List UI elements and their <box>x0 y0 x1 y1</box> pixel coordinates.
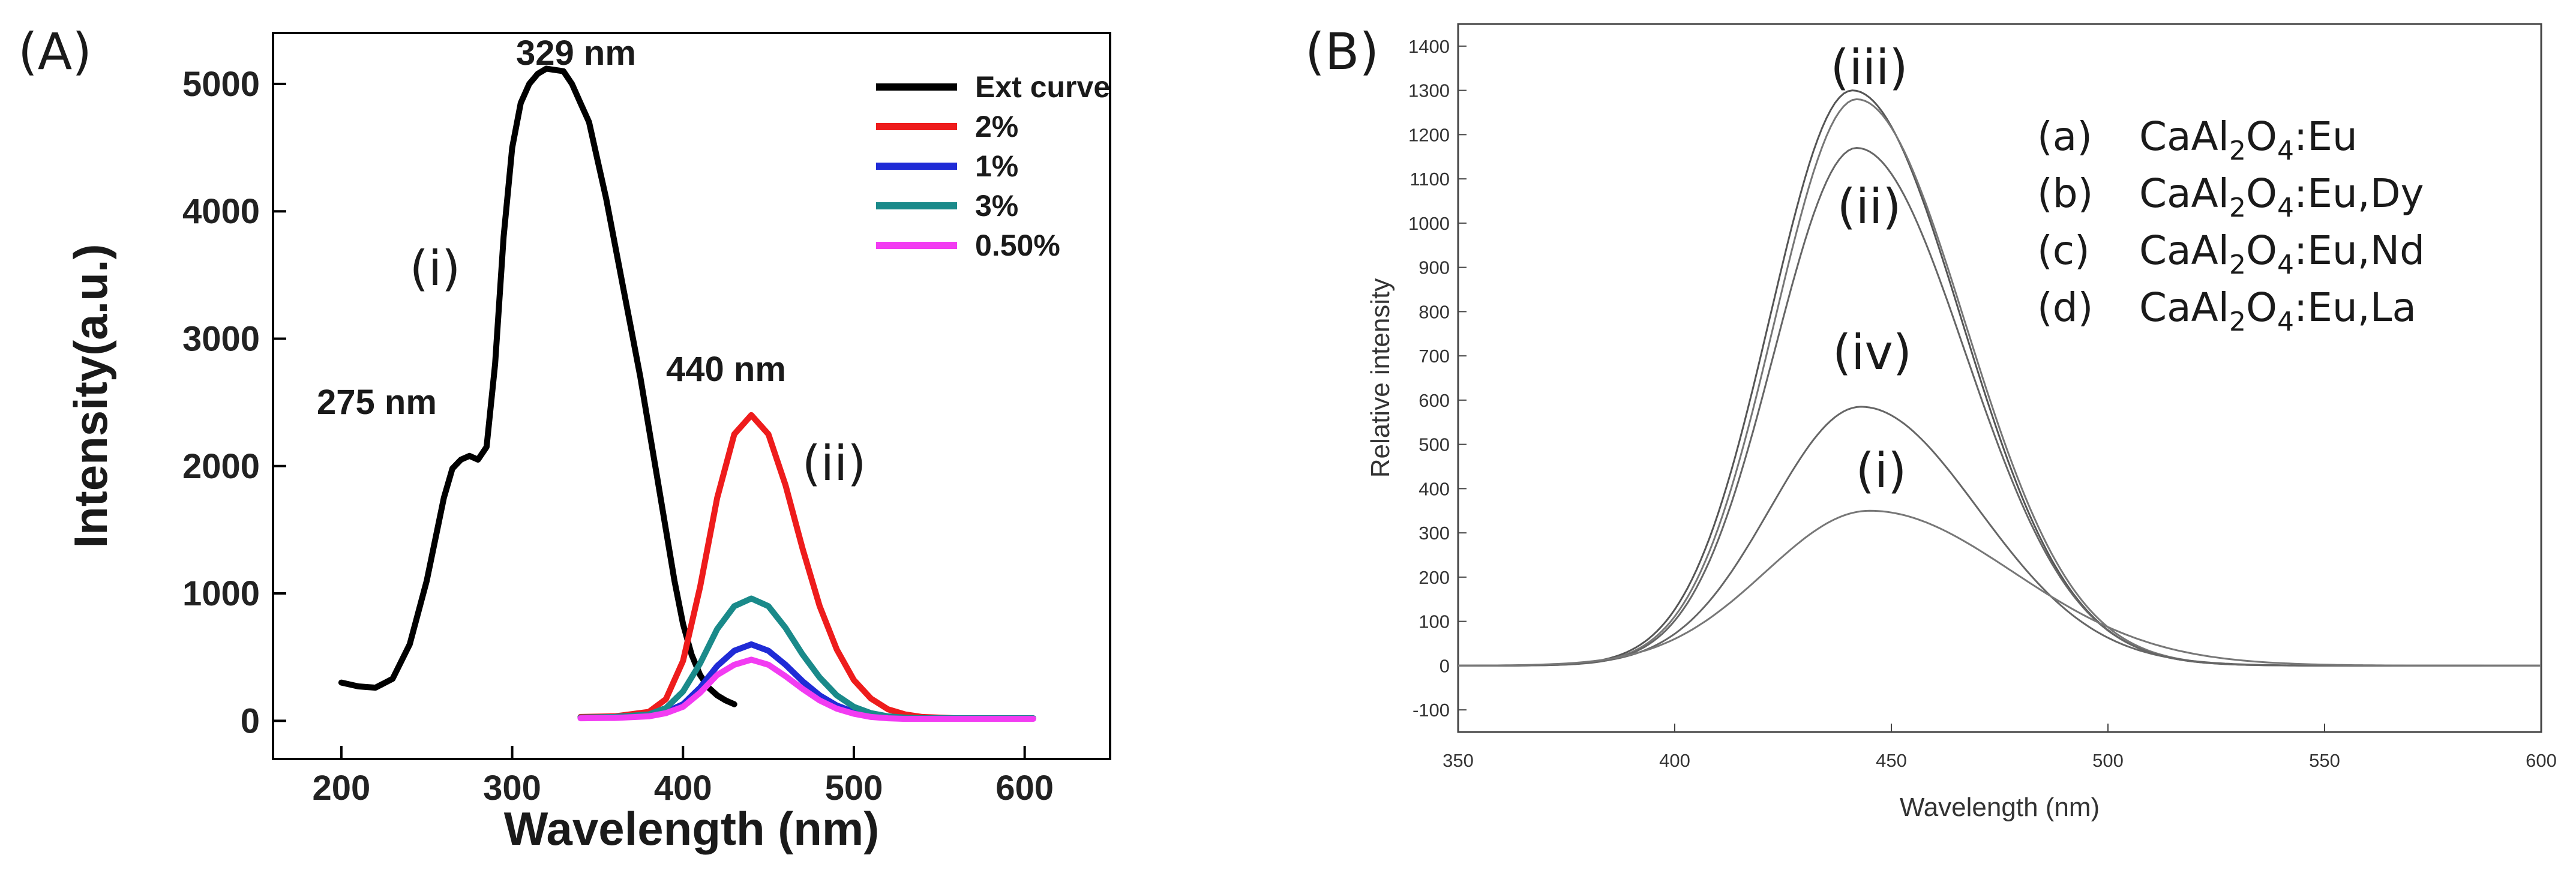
series-line <box>1458 146 2541 667</box>
y-tick-label: 1100 <box>1410 169 1450 190</box>
formula-text: CaAl <box>2139 227 2229 274</box>
annotation-ii: (ii) <box>802 436 866 491</box>
x-tick-label: 350 <box>1443 750 1474 771</box>
formula-subscript: 2 <box>2229 136 2246 166</box>
y-tick-label: 800 <box>1419 301 1450 322</box>
y-tick-label: 1300 <box>1408 80 1450 101</box>
y-tick-label: 1000 <box>1408 213 1450 234</box>
panel-a-chart: 200 300 400 500 600 0 1000 2000 3000 4000 5000 Wave… <box>64 34 1110 855</box>
y-tick-label: -100 <box>1413 700 1450 721</box>
y-tick-label: 600 <box>1419 390 1450 411</box>
legend-item-label: (d) <box>2037 284 2093 331</box>
legend-item-label: (b) <box>2037 170 2093 217</box>
y-tick-label: 1200 <box>1408 124 1450 145</box>
x-tick-label: 600 <box>2526 750 2557 771</box>
legend-label: 3% <box>975 189 1018 223</box>
x-tick-label: 300 <box>483 769 541 808</box>
x-axis-label: Wavelength (nm) <box>1900 793 2100 822</box>
formula-text: :Eu,Dy <box>2294 170 2424 217</box>
formula-text: O <box>2246 170 2277 217</box>
formula-text: O <box>2246 113 2277 160</box>
y-tick-label: 200 <box>1419 567 1450 588</box>
y-tick-label: 300 <box>1419 523 1450 544</box>
formula-text: :Eu,La <box>2294 284 2416 331</box>
y-tick-label: 900 <box>1419 257 1450 278</box>
legend-item-formula: CaAl2O4:Eu <box>2139 113 2358 166</box>
formula-text: CaAl <box>2139 113 2229 160</box>
x-tick-label: 400 <box>654 769 712 808</box>
y-tick-label: 700 <box>1419 346 1450 367</box>
x-axis-label: Wavelength (nm) <box>504 802 879 855</box>
y-tick-label: 1400 <box>1408 36 1450 57</box>
series-line <box>338 65 737 707</box>
x-tick-label: 600 <box>995 769 1054 808</box>
y-tick-label: 0 <box>1440 655 1450 676</box>
panel-a-frame <box>272 32 1111 760</box>
annotation-iv: (iv) <box>1833 325 1912 380</box>
legend-item-formula: CaAl2O4:Eu,La <box>2139 284 2416 337</box>
legend-item-label: (c) <box>2037 227 2090 274</box>
annotation-iii: (iii) <box>1830 40 1908 95</box>
y-tick-label: 500 <box>1419 434 1450 455</box>
formula-subscript: 2 <box>2229 250 2246 280</box>
legend-item-label: (a) <box>2037 113 2092 160</box>
legend-label: 2% <box>975 110 1018 143</box>
legend-label: Ext curve <box>975 70 1110 104</box>
formula-subscript: 2 <box>2229 193 2246 223</box>
y-tick-label: 400 <box>1419 478 1450 499</box>
formula-text: :Eu,Nd <box>2294 227 2425 274</box>
y-tick-label: 0 <box>241 701 260 740</box>
y-axis-label: Intensity(a.u.) <box>64 244 117 548</box>
x-tick-label: 500 <box>825 769 883 808</box>
formula-subscript: 4 <box>2277 136 2294 166</box>
annotation-peak-440: 440 nm <box>666 350 786 389</box>
panel-b-frame <box>1457 23 2542 733</box>
formula-subscript: 2 <box>2229 307 2246 337</box>
legend-label: 1% <box>975 149 1018 183</box>
formula-text: :Eu <box>2294 113 2358 160</box>
formula-text: O <box>2246 284 2277 331</box>
y-tick-label: 4000 <box>182 192 260 231</box>
series-line <box>577 656 1036 722</box>
y-tick-label: 1000 <box>182 574 260 613</box>
series-line <box>1458 406 2541 667</box>
panel-a-label: (A) <box>18 22 92 81</box>
y-tick-label: 5000 <box>182 65 260 104</box>
formula-text: CaAl <box>2139 170 2229 217</box>
formula-text: O <box>2246 227 2277 274</box>
annotation-i: (i) <box>1856 443 1907 499</box>
annotation-peak-329: 329 nm <box>516 34 636 73</box>
x-tick-label: 500 <box>2092 750 2124 771</box>
annotation-peak-275: 275 nm <box>317 383 437 422</box>
y-tick-label: 2000 <box>182 447 260 486</box>
panel-b-label: (B) <box>1305 22 1379 81</box>
legend-item-formula: CaAl2O4:Eu,Dy <box>2139 170 2424 223</box>
series-line <box>1458 509 2541 667</box>
y-tick-label: 100 <box>1419 611 1450 632</box>
formula-subscript: 4 <box>2277 307 2294 337</box>
legend-label: 0.50% <box>975 229 1060 262</box>
y-axis-label: Relative intensity <box>1366 278 1395 478</box>
x-tick-label: 450 <box>1876 750 1907 771</box>
y-tick-label: 3000 <box>182 319 260 358</box>
series-line <box>577 595 1036 722</box>
x-tick-label: 550 <box>2309 750 2340 771</box>
x-tick-label: 400 <box>1659 750 1690 771</box>
annotation-ii: (ii) <box>1837 179 1902 235</box>
x-tick-label: 200 <box>312 769 370 808</box>
formula-subscript: 4 <box>2277 193 2294 223</box>
legend-item-formula: CaAl2O4:Eu,Nd <box>2139 227 2425 280</box>
formula-text: CaAl <box>2139 284 2229 331</box>
annotation-i: (i) <box>410 241 461 296</box>
panel-b-chart: 350 400 450 500 550 600 -100 0 100 200 300 400 500 60… <box>1366 36 2557 822</box>
formula-subscript: 4 <box>2277 250 2294 280</box>
